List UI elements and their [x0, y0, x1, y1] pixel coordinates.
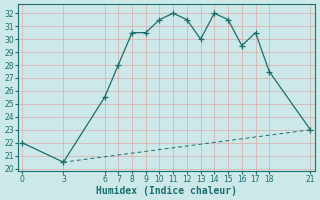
X-axis label: Humidex (Indice chaleur): Humidex (Indice chaleur): [96, 186, 237, 196]
